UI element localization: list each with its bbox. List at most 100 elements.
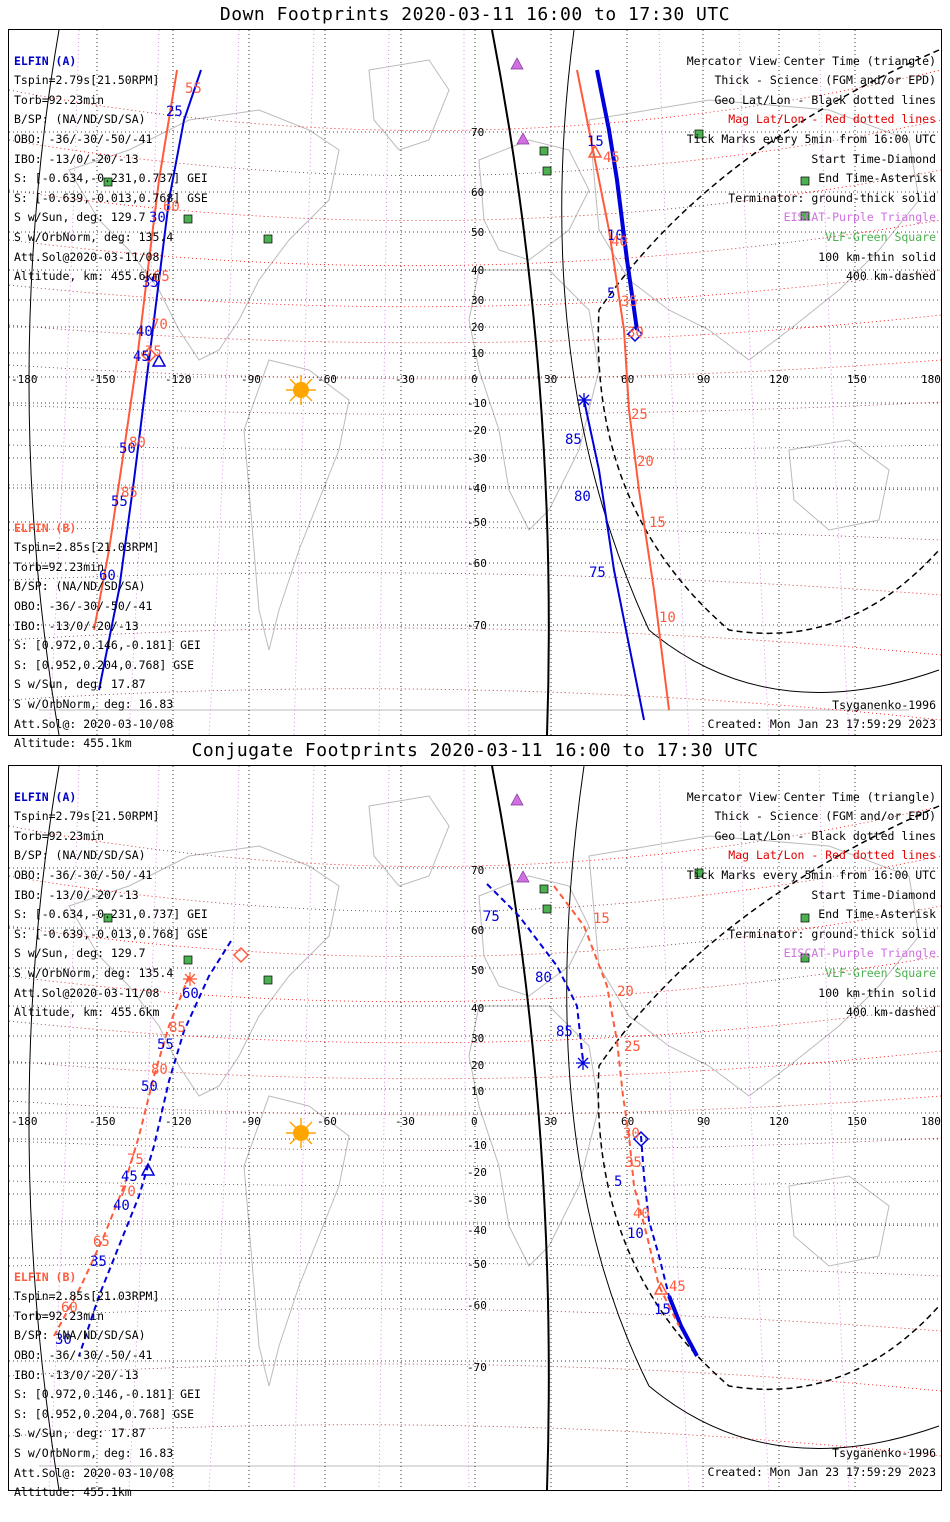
- vlf-square-icon: [103, 129, 810, 244]
- map-conjugate: -180 -150 -120 -90 -60 -30 0 30 60 90 12…: [8, 765, 942, 1491]
- info-line: Att.Sol@: 2020-03-10/08: [14, 1465, 174, 1480]
- track-tick-label: 60: [163, 199, 180, 215]
- lon-tick: 30: [544, 1115, 557, 1128]
- info-line: S: [-0.634,-0.231,0.737] GEI: [14, 171, 208, 186]
- track-tick-label: 30: [627, 325, 644, 341]
- legend-item: VLF-Green Square: [825, 965, 936, 980]
- track-tick-label: 50: [119, 441, 136, 457]
- info-line: Tspin=2.85s[21.03RPM]: [14, 540, 160, 555]
- center-triangle-icon: [140, 1162, 669, 1295]
- track-tick-label: 85: [556, 1024, 573, 1040]
- track-tick-label: 45: [133, 349, 150, 365]
- model-label: Tsyganenko-1996: [832, 1446, 936, 1460]
- info-line: OBO: -36/-30/-50/-41: [14, 1347, 153, 1362]
- lon-tick: 0: [471, 1115, 478, 1128]
- track-tick-label: 55: [185, 81, 202, 97]
- lon-tick: 120: [769, 1115, 789, 1128]
- vlf-square-icon: [103, 868, 810, 985]
- lat-tick: -50: [467, 516, 487, 529]
- elfin-a-info-conjugate: ELFIN (A) Tspin=2.79s[21.50RPM] Torb=92.23…: [14, 768, 208, 1042]
- info-line: Att.Sol@2020-03-11/08: [14, 985, 160, 1000]
- lat-tick: -40: [467, 482, 487, 495]
- lon-tick: 120: [769, 373, 789, 386]
- lat-tick: -20: [467, 1166, 487, 1179]
- lat-tick: 30: [471, 1032, 484, 1045]
- legend-item: EISCAT-Purple Triangle: [783, 210, 936, 225]
- info-line: S w/Sun, deg: 129.7: [14, 210, 146, 225]
- lon-tick: 0: [471, 373, 478, 386]
- track-tick-label: 80: [151, 1062, 168, 1078]
- geo-lat-grid: [9, 867, 941, 1362]
- track-tick-label: 75: [589, 565, 606, 581]
- track-tick-label: 30: [149, 210, 166, 226]
- info-line: Att.Sol@2020-03-11/08: [14, 249, 160, 264]
- created-label: Created: Mon Jan 23 17:59:29 2023: [707, 717, 936, 731]
- info-line: B/SP: (NA/ND/SD/SA): [14, 112, 146, 127]
- info-line: Altitude: 455.1km: [14, 1485, 132, 1500]
- legend-item: Thick - Science (FGM and/or EPD): [714, 73, 936, 88]
- sun-icon: [286, 1118, 316, 1148]
- lon-tick: -150: [89, 373, 116, 386]
- info-line: B/SP: (NA/ND/SD/SA): [14, 579, 146, 594]
- track-tick-label: 45: [669, 1279, 686, 1295]
- info-line: Tspin=2.79s[21.50RPM]: [14, 73, 160, 88]
- track-tick-label: 65: [153, 269, 170, 285]
- legend-item: Tick Marks every 5min from 16:00 UTC: [686, 867, 936, 882]
- elfin-b-tick-labels: 55 60 65 70 75 80 85 45 40 35 30 25 20 1…: [121, 81, 676, 626]
- track-tick-label: 25: [624, 1039, 641, 1055]
- info-line: Altitude, km: 455.6km: [14, 1005, 160, 1020]
- track-tick-label: 80: [129, 435, 146, 451]
- track-tick-label: 60: [99, 568, 116, 584]
- info-line: S: [-0.639,-0.013,0.768] GSE: [14, 190, 208, 205]
- legend-item: Mercator View Center Time (triangle): [686, 53, 936, 68]
- track-tick-label: 40: [633, 1206, 650, 1222]
- model-label: Tsyganenko-1996: [832, 698, 936, 712]
- elfin-b-tick-labels: 85 80 75 70 65 60 15 20 25 30 35 40 45: [61, 911, 686, 1316]
- lon-tick: -150: [89, 1115, 116, 1128]
- lon-tick: -60: [317, 1115, 337, 1128]
- info-line: S: [0.952,0.204,0.768] GSE: [14, 657, 195, 672]
- info-line: S: [-0.639,-0.013,0.768] GSE: [14, 926, 208, 941]
- eiscat-triangle-icon: [510, 793, 530, 883]
- lat-tick: 70: [471, 864, 484, 877]
- info-line: S w/Sun, deg: 17.87: [14, 677, 146, 692]
- elfin-a-tick-labels: 25 30 35 40 45 50 55 60 15 10 5 85 80 75: [99, 104, 624, 584]
- track-tick-label: 70: [151, 317, 168, 333]
- info-line: Altitude: 455.1km: [14, 736, 132, 751]
- lon-tick: -180: [11, 1115, 38, 1128]
- created-label: Created: Mon Jan 23 17:59:29 2023: [707, 1465, 936, 1479]
- info-line: S w/OrbNorm, deg: 135.4: [14, 965, 174, 980]
- lon-tick: 180: [921, 1115, 941, 1128]
- track-tick-label: 35: [621, 294, 638, 310]
- lat-tick: 40: [471, 1002, 484, 1015]
- lon-tick: -120: [165, 373, 192, 386]
- lon-tick: 30: [544, 373, 557, 386]
- eiscat-triangle-icon: [510, 57, 530, 145]
- track-tick-label: 35: [625, 1155, 642, 1171]
- axis-labels: -180 -150 -120 -90 -60 -30 0 30 60 90 12…: [11, 864, 941, 1374]
- terminator: [28, 30, 940, 735]
- legend-item: Geo Lat/Lon - Black dotted lines: [714, 828, 936, 843]
- legend-item: Geo Lat/Lon - Black dotted lines: [714, 92, 936, 107]
- legend-conjugate: Mercator View Center Time (triangle) Thic…: [687, 768, 936, 1042]
- lon-tick: -30: [395, 373, 415, 386]
- footer-conjugate: Tsyganenko-1996 Created: Mon Jan 23 17:5…: [708, 1444, 936, 1482]
- info-line: IBO: -13/0/-20/-13: [14, 1367, 139, 1382]
- lat-tick: -30: [467, 452, 487, 465]
- info-line: Att.Sol@: 2020-03-10/08: [14, 716, 174, 731]
- info-line: S w/OrbNorm, deg: 16.83: [14, 696, 174, 711]
- track-tick-label: 80: [535, 970, 552, 986]
- track-tick-label: 25: [631, 407, 648, 423]
- lon-tick: -180: [11, 373, 38, 386]
- info-line: S: [0.972,0.146,-0.181] GEI: [14, 1387, 201, 1402]
- panel-title-conjugate: Conjugate Footprints 2020-03-11 16:00 to…: [191, 740, 759, 761]
- elfin-a-tick-labels: 60 55 50 45 40 35 30 75 80 85 5 10 15: [55, 909, 671, 1348]
- info-line: IBO: -13/0/-20/-13: [14, 887, 139, 902]
- track-tick-label: 75: [127, 1152, 144, 1168]
- track-tick-label: 65: [93, 1234, 110, 1250]
- track-tick-label: 15: [649, 515, 666, 531]
- track-tick-label: 30: [55, 1332, 72, 1348]
- track-tick-label: 60: [61, 1300, 78, 1316]
- legend-item: Tick Marks every 5min from 16:00 UTC: [686, 131, 936, 146]
- lon-tick: -120: [165, 1115, 192, 1128]
